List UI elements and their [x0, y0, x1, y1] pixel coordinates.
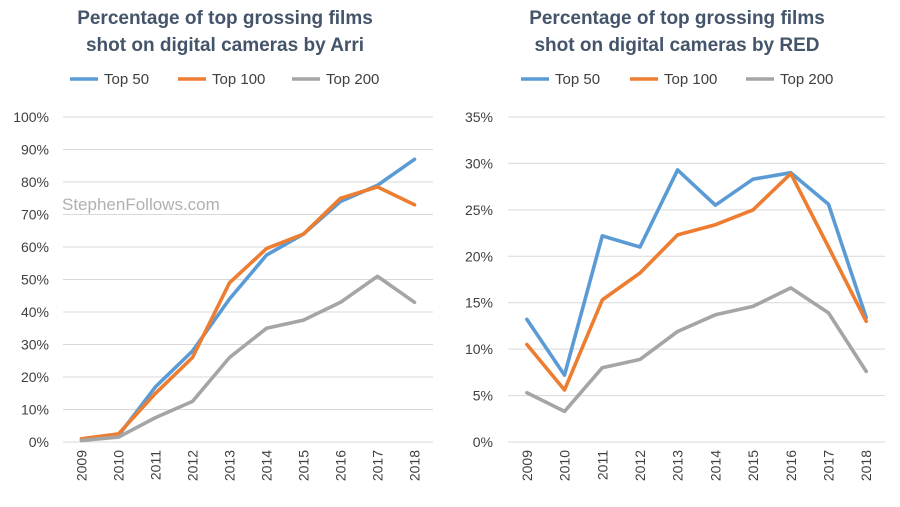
x-tick-label: 2015: [745, 450, 761, 481]
y-tick-label: 60%: [21, 239, 49, 255]
x-tick-label: 2013: [222, 450, 238, 481]
legend-label: Top 200: [780, 71, 833, 88]
x-tick-label: 2010: [111, 450, 127, 481]
y-tick-label: 70%: [21, 207, 49, 223]
legend-label: Top 50: [104, 71, 149, 88]
chart-title-line: shot on digital cameras by RED: [534, 35, 819, 56]
y-tick-label: 100%: [13, 109, 49, 125]
x-tick-label: 2015: [296, 450, 312, 481]
x-tick-label: 2017: [370, 450, 386, 481]
watermark: StephenFollows.com: [62, 195, 220, 214]
x-tick-label: 2010: [557, 450, 573, 481]
x-tick-label: 2016: [783, 450, 799, 481]
chart-title-line: shot on digital cameras by Arri: [86, 35, 364, 56]
y-tick-label: 80%: [21, 174, 49, 190]
series-line-top-200: [525, 286, 869, 414]
legend-label: Top 100: [664, 71, 717, 88]
y-tick-label: 35%: [465, 109, 493, 125]
legend-label: Top 100: [212, 71, 265, 88]
x-tick-label: 2012: [632, 450, 648, 481]
red-chart: Percentage of top grossing films shot on …: [465, 8, 885, 481]
series-line-top-50: [525, 168, 869, 377]
y-tick-label: 10%: [21, 402, 49, 418]
x-tick-label: 2009: [74, 450, 90, 481]
x-tick-label: 2018: [407, 450, 423, 481]
x-tick-label: 2011: [148, 450, 164, 480]
x-tick-label: 2013: [670, 450, 686, 481]
y-tick-label: 5%: [473, 388, 493, 404]
y-tick-label: 30%: [21, 337, 49, 353]
series-line-top-100: [525, 171, 869, 392]
y-tick-label: 15%: [465, 295, 493, 311]
series-line-top-200: [79, 274, 417, 443]
x-tick-label: 2011: [594, 450, 610, 480]
x-tick-label: 2014: [707, 450, 723, 481]
x-tick-label: 2017: [820, 450, 836, 481]
x-tick-label: 2018: [858, 450, 874, 481]
x-tick-label: 2009: [519, 450, 535, 481]
y-tick-label: 20%: [21, 369, 49, 385]
y-tick-label: 50%: [21, 272, 49, 288]
chart-title-line: Percentage of top grossing films: [77, 8, 373, 29]
y-tick-label: 40%: [21, 304, 49, 320]
y-tick-label: 25%: [465, 202, 493, 218]
x-tick-label: 2014: [259, 450, 275, 481]
x-tick-label: 2012: [185, 450, 201, 481]
arri-chart: Percentage of top grossing films shot on …: [13, 8, 433, 481]
y-tick-label: 20%: [465, 248, 493, 264]
y-tick-label: 90%: [21, 142, 49, 158]
y-tick-label: 0%: [29, 434, 49, 450]
y-tick-label: 10%: [465, 341, 493, 357]
legend-label: Top 200: [326, 71, 379, 88]
chart-title-line: Percentage of top grossing films: [529, 8, 825, 29]
y-tick-label: 0%: [473, 434, 493, 450]
series-line-top-100: [79, 185, 417, 441]
x-tick-label: 2016: [333, 450, 349, 481]
legend-label: Top 50: [555, 71, 600, 88]
y-tick-label: 30%: [465, 155, 493, 171]
